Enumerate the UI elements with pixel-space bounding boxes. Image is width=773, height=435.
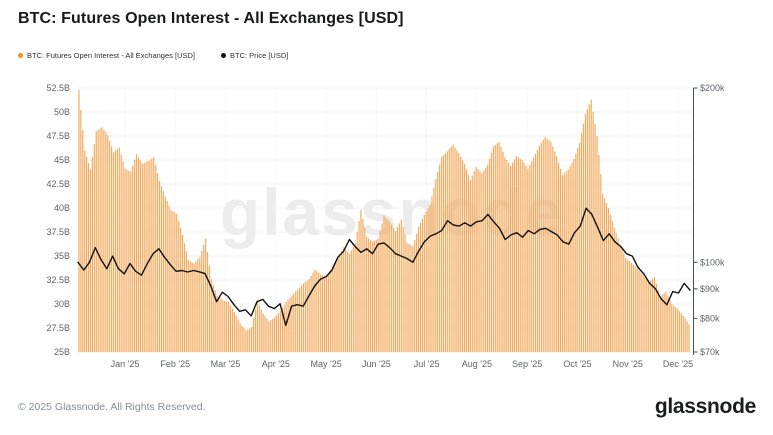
x-axis-tick-label: Aug '25 [462,359,492,369]
left-axis-tick-label: 47.5B [46,131,70,141]
left-axis-tick-label: 27.5B [46,323,70,333]
right-axis-tick-label: $70k [700,347,720,357]
oi-price-chart[interactable]: Jan '25 Feb '25 Mar '25 Apr '25 May '25 Jun '… [0,0,773,390]
right-axis-tick-label: $90k [700,284,720,294]
left-axis-tick-label: 25B [54,347,70,357]
left-axis-tick-label: 40B [54,203,70,213]
x-axis-tick-label: Oct '25 [563,359,591,369]
left-axis-tick-label: 52.5B [46,83,70,93]
legend-item-price[interactable]: BTC: Price [USD] [221,51,288,60]
chart-title: BTC: Futures Open Interest - All Exchang… [18,10,404,27]
x-axis-tick-label: Jan '25 [111,359,140,369]
x-axis-tick-label: Jul '25 [414,359,440,369]
legend-label-open-interest: BTC: Futures Open Interest - All Exchang… [27,51,195,60]
x-axis-tick-label: Sep '25 [512,359,542,369]
x-axis-tick-label: Nov '25 [613,359,643,369]
left-axis-tick-label: 30B [54,299,70,309]
left-axis-tick-label: 35B [54,251,70,261]
left-axis-tick-label: 42.5B [46,179,70,189]
x-axis-tick-label: Apr '25 [262,359,290,369]
footer-copyright: © 2025 Glassnode. All Rights Reserved. [18,401,206,413]
right-axis-tick-label: $80k [700,313,720,323]
legend-label-price: BTC: Price [USD] [230,51,289,60]
right-axis-tick-label: $200k [700,83,725,93]
price-line [77,207,691,327]
left-axis-tick-label: 50B [54,107,70,117]
chart-legend: BTC: Futures Open Interest - All Exchang… [18,51,288,60]
x-axis-tick-label: Mar '25 [211,359,241,369]
left-axis-tick-label: 37.5B [46,227,70,237]
x-axis-tick-label: Dec '25 [663,359,693,369]
x-axis-tick-label: Jun '25 [362,359,391,369]
right-axis-tick-label: $100k [700,257,725,267]
open-interest-bars [78,89,690,353]
x-axis-tick-label: May '25 [310,359,341,369]
left-axis-tick-label: 45B [54,155,70,165]
legend-dot-price-icon [221,53,226,58]
legend-item-open-interest[interactable]: BTC: Futures Open Interest - All Exchang… [18,51,195,60]
x-axis-tick-label: Feb '25 [160,359,190,369]
glassnode-logo: glassnode [654,395,756,418]
left-axis-tick-label: 32.5B [46,275,70,285]
legend-dot-open-interest-icon [18,53,23,58]
